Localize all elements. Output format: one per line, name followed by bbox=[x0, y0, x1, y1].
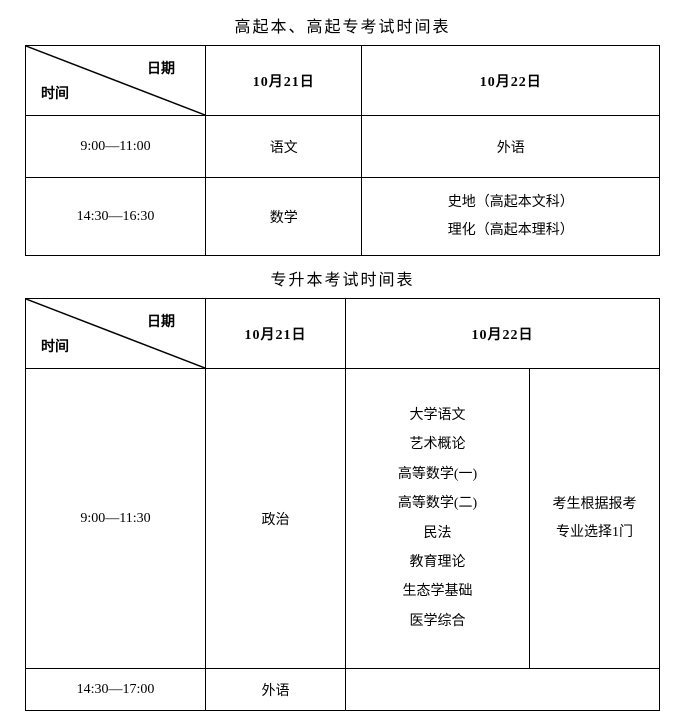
table2-diag-cell: 日期 时间 bbox=[26, 299, 206, 369]
table2: 日期 时间 10月21日 10月22日 9:00—11:30 政治 大学语文 艺… bbox=[25, 298, 660, 711]
table2-note-line2: 专业选择1门 bbox=[534, 519, 655, 547]
table1-row2-col1: 数学 bbox=[206, 178, 362, 256]
table2-row1-time: 9:00—11:30 bbox=[26, 369, 206, 669]
table2-header-col2: 10月22日 bbox=[346, 299, 660, 369]
table2-row2-col1: 外语 bbox=[206, 669, 346, 711]
table1-row1-col1: 语文 bbox=[206, 116, 362, 178]
table1: 日期 时间 10月21日 10月22日 9:00—11:00 语文 外语 14:… bbox=[25, 45, 660, 256]
table1-header-col1: 10月21日 bbox=[206, 46, 362, 116]
table2-row2-time: 14:30—17:00 bbox=[26, 669, 206, 711]
table1-row1-time: 9:00—11:00 bbox=[26, 116, 206, 178]
table2-title: 专升本考试时间表 bbox=[25, 258, 660, 298]
table2-header-col1: 10月21日 bbox=[206, 299, 346, 369]
subject-item: 医学综合 bbox=[350, 607, 525, 636]
subject-item: 大学语文 bbox=[350, 401, 525, 430]
diagonal-line-icon bbox=[26, 299, 205, 368]
table-row: 9:00—11:00 语文 外语 bbox=[26, 116, 660, 178]
table1-diag-time: 时间 bbox=[41, 83, 69, 103]
subject-item: 高等数学(二) bbox=[350, 489, 525, 518]
table2-diag-time: 时间 bbox=[41, 336, 69, 356]
subject-item: 民法 bbox=[350, 519, 525, 548]
diagonal-line-icon bbox=[26, 46, 205, 115]
table2-diag-date: 日期 bbox=[147, 311, 175, 331]
table-row: 14:30—17:00 外语 bbox=[26, 669, 660, 711]
subject-item: 高等数学(一) bbox=[350, 460, 525, 489]
table1-header-row: 日期 时间 10月21日 10月22日 bbox=[26, 46, 660, 116]
table1-row2-time: 14:30—16:30 bbox=[26, 178, 206, 256]
table2-row1-note: 考生根据报考 专业选择1门 bbox=[530, 369, 660, 669]
table1-header-col2: 10月22日 bbox=[362, 46, 660, 116]
table1-row2-col2-line1: 史地（高起本文科） bbox=[366, 189, 655, 217]
table1-row1-col2: 外语 bbox=[362, 116, 660, 178]
subject-item: 艺术概论 bbox=[350, 430, 525, 459]
table2-note-line1: 考生根据报考 bbox=[534, 491, 655, 519]
table2-row1-subjects: 大学语文 艺术概论 高等数学(一) 高等数学(二) 民法 教育理论 生态学基础 … bbox=[346, 369, 530, 669]
table-row: 9:00—11:30 政治 大学语文 艺术概论 高等数学(一) 高等数学(二) … bbox=[26, 369, 660, 669]
table2-header-row: 日期 时间 10月21日 10月22日 bbox=[26, 299, 660, 369]
table1-row2-col2-line2: 理化（高起本理科） bbox=[366, 217, 655, 245]
table2-row2-col2 bbox=[346, 669, 660, 711]
subject-item: 教育理论 bbox=[350, 548, 525, 577]
table2-row1-col1: 政治 bbox=[206, 369, 346, 669]
table1-row2-col2: 史地（高起本文科） 理化（高起本理科） bbox=[362, 178, 660, 256]
table-row: 14:30—16:30 数学 史地（高起本文科） 理化（高起本理科） bbox=[26, 178, 660, 256]
table1-title: 高起本、高起专考试时间表 bbox=[25, 5, 660, 45]
table1-diag-cell: 日期 时间 bbox=[26, 46, 206, 116]
subject-item: 生态学基础 bbox=[350, 577, 525, 606]
table1-diag-date: 日期 bbox=[147, 58, 175, 78]
